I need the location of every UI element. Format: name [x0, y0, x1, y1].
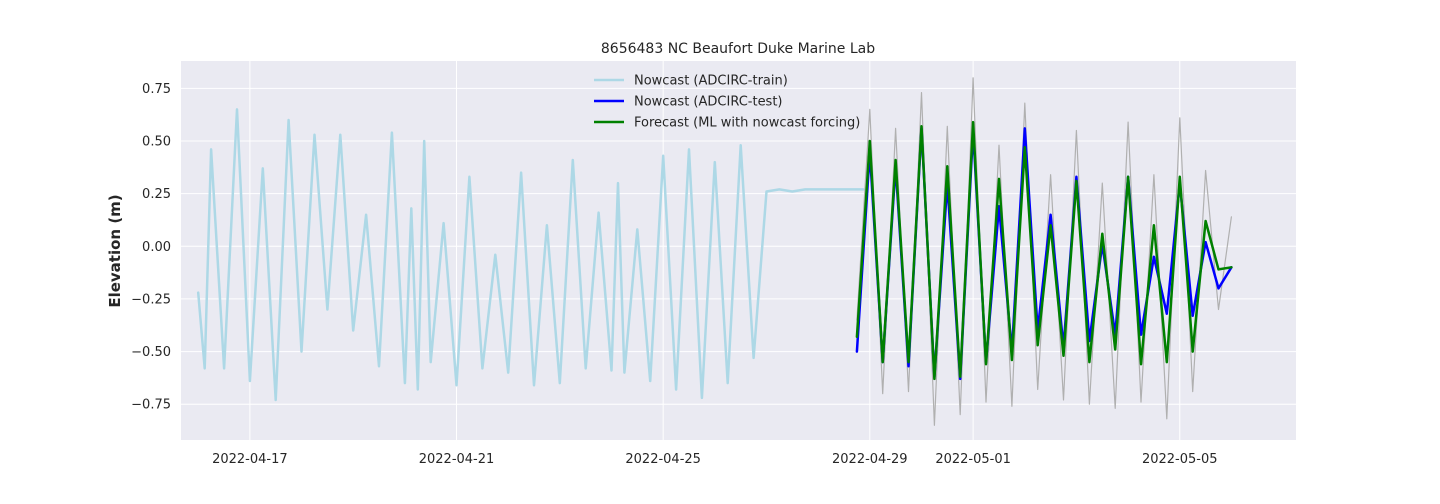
y-tick-label: 0.75	[142, 82, 171, 97]
y-tick-label: −0.50	[131, 345, 171, 360]
y-tick-label: −0.75	[131, 398, 171, 413]
series-line-1	[196, 108, 865, 402]
x-tick-label: 2022-04-21	[419, 452, 495, 467]
y-tick-label: 0.50	[142, 135, 171, 150]
legend: Nowcast (ADCIRC-train) Nowcast (ADCIRC-te…	[594, 74, 860, 131]
y-tick-label: 0.00	[142, 240, 171, 255]
legend-label: Nowcast (ADCIRC-test)	[634, 95, 783, 110]
x-tick-label: 2022-04-17	[212, 452, 288, 467]
legend-entry: Forecast (ML with nowcast forcing)	[594, 116, 860, 131]
plot-area	[181, 61, 1296, 440]
x-tick-label: 2022-04-25	[625, 452, 701, 467]
legend-label: Nowcast (ADCIRC-train)	[634, 74, 788, 89]
series-layer	[196, 77, 1233, 426]
series-line-4	[855, 120, 1233, 381]
legend-label: Forecast (ML with nowcast forcing)	[634, 116, 860, 131]
x-tick-labels: 2022-04-17 2022-04-21 2022-04-25 2022-04-29…	[212, 452, 1217, 467]
x-tick-label: 2022-05-01	[935, 452, 1011, 467]
chart-title: 8656483 NC Beaufort Duke Marine Lab	[601, 41, 875, 57]
y-tick-label: −0.25	[131, 292, 171, 307]
x-tick-label: 2022-04-29	[832, 452, 908, 467]
x-tick-label: 2022-05-05	[1142, 452, 1218, 467]
legend-entry: Nowcast (ADCIRC-train)	[594, 74, 788, 89]
y-tick-label: 0.25	[142, 187, 171, 202]
y-axis-label: Elevation (m)	[106, 194, 124, 307]
legend-entry: Nowcast (ADCIRC-test)	[594, 95, 783, 110]
y-tick-labels: −0.75 −0.50 −0.25 0.00 0.25 0.50 0.75	[131, 82, 171, 413]
